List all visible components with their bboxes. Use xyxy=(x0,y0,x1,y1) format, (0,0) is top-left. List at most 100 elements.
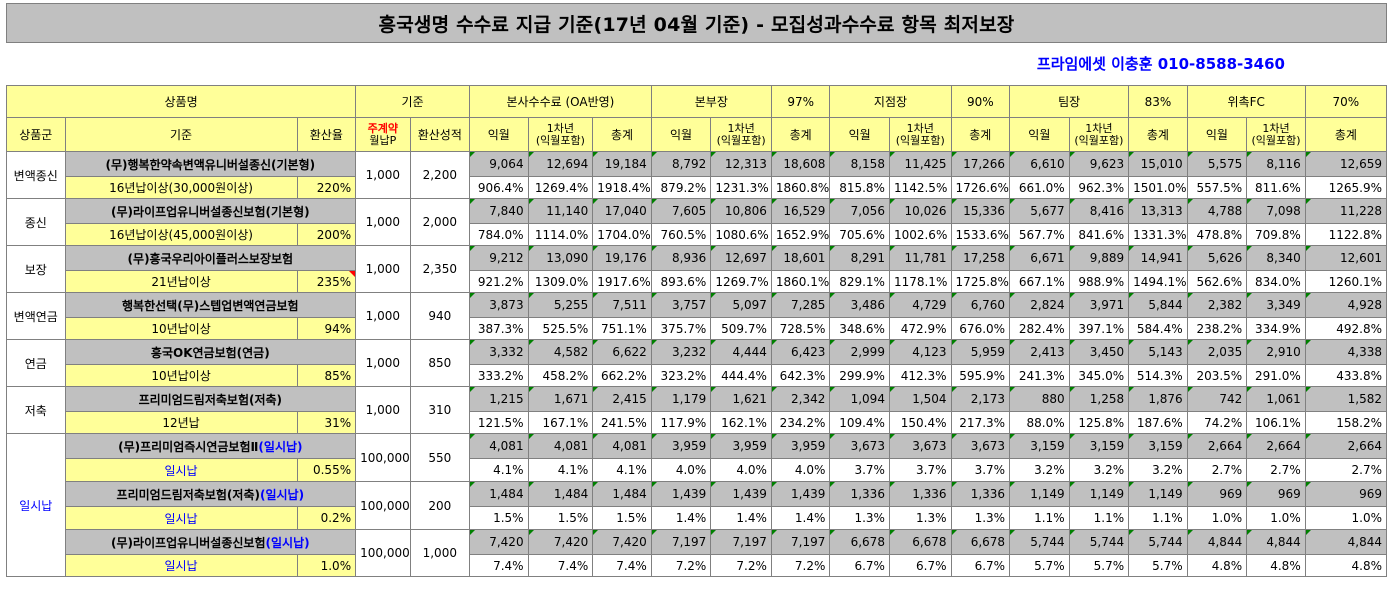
commission-amount: 5,744 xyxy=(1128,529,1188,555)
commission-percent: 1178.1% xyxy=(888,270,952,293)
subheader-y1: 1차년 (익월포함) xyxy=(527,117,594,152)
conversion-rate: 31% xyxy=(296,411,357,434)
commission-percent: 1.1% xyxy=(1128,506,1188,530)
y1-line2: (익월포함) xyxy=(716,133,766,147)
commission-percent: 1309.0% xyxy=(527,270,594,293)
contact-info: 프라임에셋 이충훈 010-8588-3460 xyxy=(1036,55,1285,73)
commission-percent: 1704.0% xyxy=(592,223,652,246)
table-row: 16년납이상(45,000원이상) 200% 784.0% 1114.0% 1704.0… xyxy=(7,223,1388,246)
commission-amount: 7,098 xyxy=(1246,198,1306,224)
monthly-premium: 1,000 xyxy=(355,386,411,434)
y1-line2: (익월포함) xyxy=(895,133,945,147)
commission-percent: 509.7% xyxy=(710,317,772,340)
subheader-y1: 1차년 (익월포함) xyxy=(1068,117,1130,152)
header-division-rate: 97% xyxy=(770,85,831,118)
commission-amount: 4,844 xyxy=(1304,529,1388,555)
commission-percent: 1918.4% xyxy=(592,176,652,199)
product-name-suffix: (일시납) xyxy=(265,535,310,550)
commission-amount: 1,215 xyxy=(469,386,529,412)
main-contract-label: 주계약 xyxy=(367,121,398,135)
product-group: 종신 xyxy=(6,198,66,246)
commission-amount: 4,729 xyxy=(888,292,952,318)
commission-amount: 1,439 xyxy=(770,481,831,507)
commission-amount: 5,744 xyxy=(1068,529,1130,555)
commission-percent: 2.7% xyxy=(1246,458,1306,482)
commission-amount: 4,788 xyxy=(1186,198,1248,224)
commission-percent: 1494.1% xyxy=(1128,270,1188,293)
commission-amount: 4,081 xyxy=(592,433,652,459)
commission-amount: 7,420 xyxy=(469,529,529,555)
commission-percent: 397.1% xyxy=(1068,317,1130,340)
commission-amount: 1,439 xyxy=(650,481,712,507)
commission-amount: 15,336 xyxy=(950,198,1011,224)
converted-performance: 2,350 xyxy=(409,245,471,293)
commission-percent: 1652.9% xyxy=(770,223,831,246)
commission-percent: 3.7% xyxy=(829,458,890,482)
commission-percent: 217.3% xyxy=(950,411,1011,434)
commission-amount: 10,806 xyxy=(710,198,772,224)
commission-percent: 7.2% xyxy=(710,554,772,577)
commission-percent: 492.8% xyxy=(1304,317,1388,340)
commission-amount: 6,622 xyxy=(592,339,652,365)
commission-amount: 9,623 xyxy=(1068,151,1130,177)
commission-amount: 8,158 xyxy=(829,151,890,177)
commission-amount: 3,959 xyxy=(650,433,712,459)
commission-percent: 333.2% xyxy=(469,364,529,387)
y1-line2: (익월포함) xyxy=(1074,133,1124,147)
commission-amount: 7,056 xyxy=(829,198,890,224)
monthly-premium: 100,000 xyxy=(355,529,411,577)
commission-percent: 1142.5% xyxy=(888,176,952,199)
commission-amount: 19,184 xyxy=(592,151,652,177)
subheader-m1: 익월 xyxy=(1186,117,1248,152)
commission-amount: 5,844 xyxy=(1128,292,1188,318)
monthly-premium: 1,000 xyxy=(355,151,411,199)
commission-amount: 4,338 xyxy=(1304,339,1388,365)
commission-amount: 18,608 xyxy=(770,151,831,177)
commission-percent: 1.1% xyxy=(1068,506,1130,530)
commission-percent: 1122.8% xyxy=(1304,223,1388,246)
payment-condition: 12년납 xyxy=(64,411,298,434)
table-row: 일시납 0.55% 4.1% 4.1% 4.1% 4.0% 4.0% 4.0% 3.7% 3.7%… xyxy=(7,458,1388,482)
commission-percent: 5.7% xyxy=(1009,554,1070,577)
commission-percent: 74.2% xyxy=(1186,411,1248,434)
commission-percent: 567.7% xyxy=(1009,223,1070,246)
table-row: 저축 프리미엄드림저축보험(저축) 1,000 310 1,215 1,671 2,415 1… xyxy=(6,386,1388,434)
commission-amount: 3,332 xyxy=(469,339,529,365)
commission-amount: 14,941 xyxy=(1128,245,1188,271)
y1-line1: 1차년 xyxy=(906,121,934,135)
conversion-rate: 85% xyxy=(296,364,357,387)
commission-amount: 1,582 xyxy=(1304,386,1388,412)
commission-percent: 1269.7% xyxy=(710,270,772,293)
commission-percent: 203.5% xyxy=(1186,364,1248,387)
table-row: 변액연금 행복한선택(무)스텝업변액연금보험 1,000 940 3,873 5,255 7… xyxy=(6,292,1388,340)
commission-percent: 728.5% xyxy=(770,317,831,340)
commission-percent: 784.0% xyxy=(469,223,529,246)
commission-percent: 7.4% xyxy=(527,554,594,577)
subheader-total: 총계 xyxy=(770,117,831,152)
subheader-conv-perf: 환산성적 xyxy=(409,117,471,152)
product-name-suffix: (일시납) xyxy=(259,487,305,502)
table-row: 일시납 (무)프리미엄즉시연금보험Ⅱ(일시납) 100,000 550 4,081 4,0… xyxy=(6,433,1388,577)
commission-amount: 4,844 xyxy=(1186,529,1248,555)
converted-performance: 850 xyxy=(409,339,471,387)
commission-amount: 3,873 xyxy=(469,292,529,318)
commission-amount: 1,149 xyxy=(1128,481,1188,507)
product-name-text: (무)행복한약속변액유니버설종신(기본형) xyxy=(105,157,316,172)
commission-amount: 9,212 xyxy=(469,245,529,271)
commission-percent: 2.7% xyxy=(1186,458,1248,482)
commission-amount: 12,601 xyxy=(1304,245,1388,271)
commission-percent: 241.3% xyxy=(1009,364,1070,387)
commission-amount: 742 xyxy=(1186,386,1248,412)
table-row: 프리미엄드림저축보험(저축)(일시납) 100,000 200 1,484 1,484 1… xyxy=(7,481,1388,530)
conversion-rate: 220% xyxy=(296,176,357,199)
commission-percent: 1265.9% xyxy=(1304,176,1388,199)
commission-percent: 514.3% xyxy=(1128,364,1188,387)
converted-performance: 2,200 xyxy=(409,151,471,199)
commission-percent: 121.5% xyxy=(469,411,529,434)
commission-percent: 472.9% xyxy=(888,317,952,340)
commission-percent: 906.4% xyxy=(469,176,529,199)
commission-amount: 4,081 xyxy=(527,433,594,459)
commission-percent: 7.2% xyxy=(770,554,831,577)
product-name: 프리미엄드림저축보험(저축) xyxy=(64,386,357,412)
product-group: 일시납 xyxy=(6,433,66,577)
